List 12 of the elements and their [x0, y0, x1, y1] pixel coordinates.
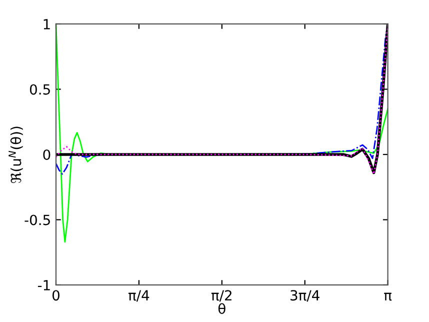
y-tick-label: 0.5 [30, 84, 50, 95]
x-tick-label: 0 [52, 290, 60, 301]
y-tick-label: 1 [44, 19, 50, 30]
y-tick-label: 0 [43, 149, 50, 160]
x-axis-title: θ [218, 303, 226, 314]
x-tick-label: π [384, 292, 392, 301]
y-tick-label: -1 [38, 280, 50, 290]
x-tick-label: 3π/4 [290, 290, 320, 302]
y-axis-title: ℜ(u$^{N}$(θ)) [8, 126, 23, 184]
y-tick-label: -0.5 [24, 214, 50, 226]
x-tick-label: π/4 [128, 290, 150, 302]
x-tick-label: π/2 [211, 290, 232, 302]
